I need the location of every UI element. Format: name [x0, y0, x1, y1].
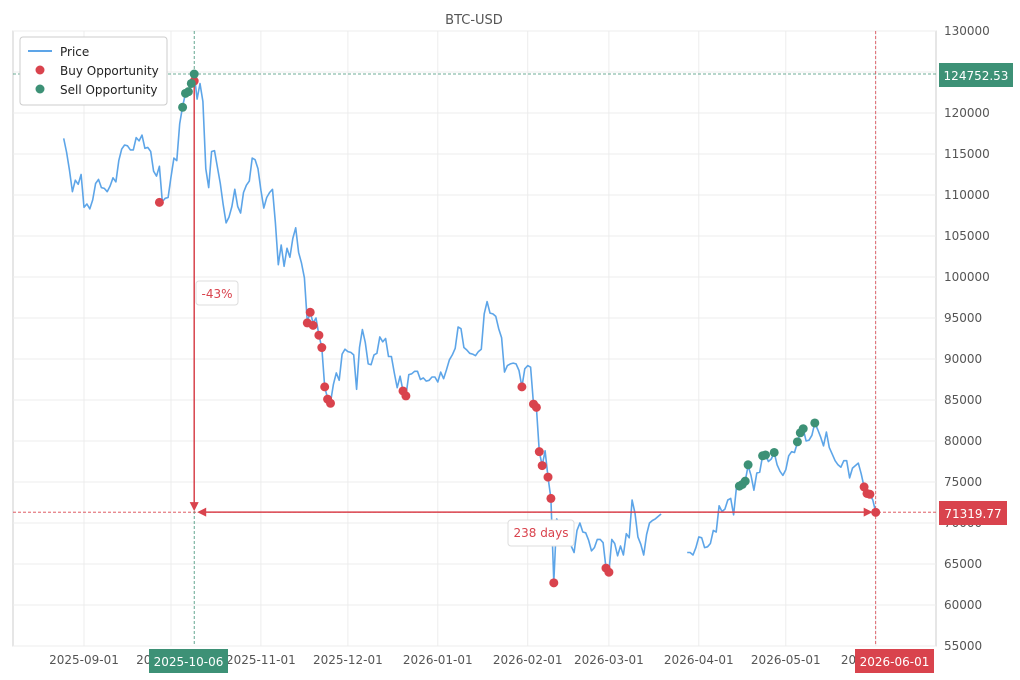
- buy-opportunity-point: [305, 307, 315, 317]
- sell-opportunity-point: [740, 476, 750, 486]
- legend-price-label: Price: [60, 45, 89, 59]
- buy-markers: [154, 76, 881, 588]
- y-tick-labels: 5500060000650007000075000800008500090000…: [944, 24, 990, 653]
- sell-opportunity-point: [761, 450, 770, 460]
- buy-opportunity-point: [604, 567, 614, 577]
- x-tick-label: 2026-05-01: [751, 653, 821, 667]
- buy-opportunity-point: [401, 391, 411, 401]
- annotation-lines: [13, 31, 936, 646]
- sell-opportunity-point: [183, 87, 193, 97]
- y-tick-label: 75000: [944, 475, 982, 489]
- buy-opportunity-point: [534, 447, 544, 457]
- duration-arrow-head-right: [863, 507, 873, 517]
- sell-opportunity-point: [743, 460, 753, 470]
- y-tick-label: 130000: [944, 24, 990, 38]
- x-tick-label: 2026-03-01: [574, 653, 644, 667]
- duration-days-label: 238 days: [513, 526, 568, 540]
- buy-opportunity-point: [549, 578, 559, 588]
- y-tick-label: 100000: [944, 270, 990, 284]
- x-tick-label: 2025-11-01: [226, 653, 296, 667]
- drop-arrow-head: [189, 502, 199, 512]
- high-value-badge: 124752.53: [939, 63, 1013, 87]
- sell-opportunity-point: [792, 437, 802, 447]
- x-tick-label: 2026-02-01: [493, 653, 563, 667]
- y-tick-label: 55000: [944, 639, 982, 653]
- drop-percentage-label: -43%: [201, 287, 232, 301]
- buy-opportunity-point: [546, 493, 556, 503]
- sell-opportunity-point: [769, 447, 779, 457]
- x-tick-label: 2026-04-01: [664, 653, 734, 667]
- buy-opportunity-point: [543, 472, 553, 482]
- buy-opportunity-point: [320, 382, 330, 392]
- buy-opportunity-point: [517, 382, 527, 392]
- y-tick-label: 85000: [944, 393, 982, 407]
- last-date-badge: 2026-06-01: [855, 649, 934, 673]
- y-tick-label: 105000: [944, 229, 990, 243]
- buy-opportunity-point: [308, 320, 318, 330]
- sell-opportunity-point: [798, 424, 808, 434]
- sell-opportunity-point: [186, 78, 196, 88]
- legend-sell-label: Sell Opportunity: [60, 83, 158, 97]
- buy-opportunity-point: [865, 489, 875, 499]
- x-tick-label: 2025-09-01: [49, 653, 119, 667]
- sell-opportunity-point: [178, 102, 188, 112]
- y-tick-label: 110000: [944, 188, 990, 202]
- last-value-badge: 71319.77: [939, 501, 1007, 525]
- x-tick-label: 2025-12-01: [313, 653, 383, 667]
- drop-label-box: -43%: [195, 280, 239, 306]
- buy-opportunity-point: [154, 197, 164, 207]
- x-tick-label: 2026-01-01: [403, 653, 473, 667]
- high-value-text: 124752.53: [944, 69, 1009, 83]
- buy-opportunity-point: [531, 402, 541, 412]
- y-tick-label: 65000: [944, 557, 982, 571]
- high-date-badge: 2025-10-06: [149, 649, 228, 673]
- plot-area: [12, 30, 937, 647]
- buy-opportunity-point: [326, 398, 335, 408]
- sell-opportunity-point: [189, 69, 199, 79]
- buy-opportunity-point: [537, 461, 547, 471]
- buy-opportunity-point: [314, 330, 324, 340]
- buy-opportunity-point: [871, 507, 881, 517]
- y-tick-label: 95000: [944, 311, 982, 325]
- legend-sell-swatch: [35, 84, 45, 94]
- price-line-segment: [687, 422, 877, 556]
- days-label-box: 238 days: [507, 519, 575, 547]
- duration-arrow-head-left: [197, 507, 207, 517]
- chart-title: BTC-USD: [445, 13, 503, 28]
- last-date-text: 2026-06-01: [860, 655, 930, 669]
- y-tick-label: 90000: [944, 352, 982, 366]
- high-date-text: 2025-10-06: [154, 655, 224, 669]
- legend: Price Buy Opportunity Sell Opportunity: [19, 36, 168, 106]
- grid-lines: [13, 30, 936, 647]
- y-tick-label: 80000: [944, 434, 982, 448]
- legend-buy-label: Buy Opportunity: [60, 64, 159, 78]
- sell-markers: [178, 69, 820, 491]
- sell-opportunity-point: [810, 418, 820, 428]
- buy-opportunity-point: [317, 343, 327, 353]
- last-value-text: 71319.77: [944, 507, 1001, 521]
- legend-buy-swatch: [35, 65, 45, 75]
- y-tick-label: 120000: [944, 106, 990, 120]
- y-tick-label: 60000: [944, 598, 982, 612]
- y-tick-label: 115000: [944, 147, 990, 161]
